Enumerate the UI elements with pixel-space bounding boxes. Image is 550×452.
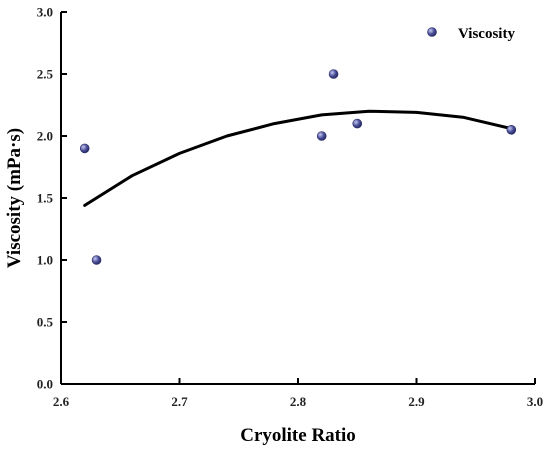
y-tick-label: 2.0: [37, 129, 53, 144]
plot-area: [60, 12, 535, 385]
y-tick-label: 3.0: [37, 5, 53, 20]
fit-curve-layer: [83, 109, 513, 207]
x-axis-title: Cryolite Ratio: [240, 425, 356, 446]
legend: Viscosity: [427, 26, 515, 42]
y-tick-label: 0.5: [37, 315, 54, 330]
data-points-layer: [79, 69, 517, 265]
y-axis-title: Viscosity (mPa·s): [4, 128, 25, 268]
y-tick-label: 0.0: [37, 377, 53, 392]
data-point: [506, 125, 517, 135]
data-point: [352, 118, 363, 129]
y-tick-label: 2.5: [37, 67, 54, 82]
data-point: [316, 131, 327, 141]
y-tick-label: 1.5: [37, 191, 54, 206]
y-axis-ticks: 0.0 0.5 1.0 1.5 2.0 2.5 3.0: [37, 5, 67, 392]
x-tick-label: 2.7: [171, 394, 188, 409]
x-tick-label: 2.6: [53, 394, 70, 409]
legend-label: Viscosity: [458, 26, 515, 42]
data-point: [79, 143, 90, 154]
fit-curve: [83, 109, 513, 207]
legend-marker: [427, 27, 437, 37]
data-point: [91, 255, 102, 265]
x-axis-ticks: 2.6 2.7 2.8 2.9 3.0: [53, 378, 543, 409]
data-point: [328, 69, 339, 79]
x-tick-label: 2.8: [290, 394, 307, 409]
x-tick-label: 2.9: [408, 394, 425, 409]
y-tick-label: 1.0: [37, 253, 53, 268]
x-tick-label: 3.0: [527, 394, 543, 409]
